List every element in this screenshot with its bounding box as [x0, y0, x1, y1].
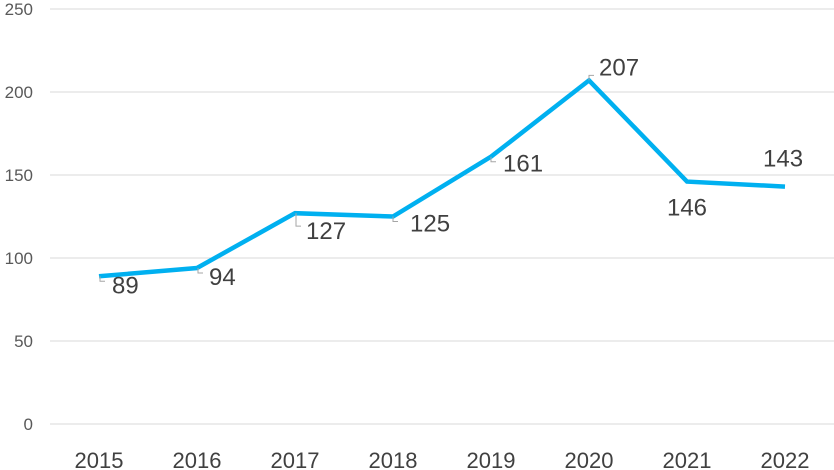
x-tick-label: 2020	[565, 448, 614, 470]
x-tick-label: 2022	[761, 448, 810, 470]
gridlines	[50, 8, 834, 425]
data-label: 146	[667, 195, 707, 222]
data-label: 94	[209, 264, 236, 291]
leader-line	[295, 213, 301, 227]
data-label: 125	[410, 211, 450, 238]
data-labels: 89 94 127 125 161 207 146 143	[99, 54, 803, 299]
y-tick-label: 50	[14, 332, 33, 351]
data-label: 207	[599, 54, 639, 81]
x-tick-label: 2017	[271, 448, 320, 470]
y-tick-label: 0	[24, 415, 33, 434]
data-label: 161	[503, 151, 543, 178]
x-tick-label: 2021	[663, 448, 712, 470]
x-tick-label: 2019	[467, 448, 516, 470]
data-label: 89	[112, 272, 139, 299]
x-tick-label: 2016	[173, 448, 222, 470]
y-tick-label: 100	[5, 249, 33, 268]
y-tick-label: 150	[5, 166, 33, 185]
leader-line	[490, 156, 496, 163]
leader-line	[588, 74, 594, 81]
y-axis: 0 50 100 150 200 250	[5, 0, 33, 434]
y-tick-label: 200	[5, 83, 33, 102]
data-label: 127	[306, 218, 346, 245]
y-tick-label: 250	[5, 0, 33, 19]
leader-line	[392, 216, 398, 222]
series-group	[98, 77, 786, 279]
leader-line	[99, 276, 105, 282]
x-tick-label: 2018	[369, 448, 418, 470]
data-label: 143	[763, 146, 803, 173]
x-axis: 2015 2016 2017 2018 2019 2020 2021 2022	[75, 448, 810, 470]
leader-line	[197, 267, 203, 274]
series-line	[98, 77, 786, 279]
x-tick-label: 2015	[75, 448, 124, 470]
